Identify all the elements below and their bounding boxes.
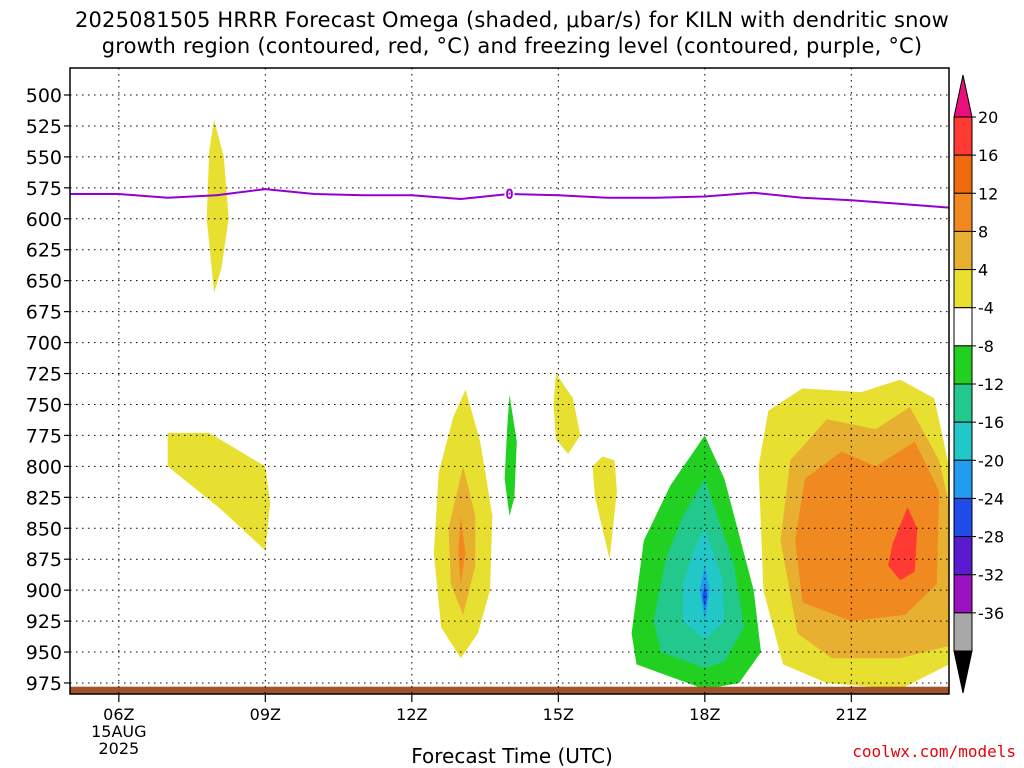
colorbar-top-arrow [953, 74, 973, 118]
colorbar-label: -4 [978, 299, 994, 318]
omega-region-1 [167, 432, 271, 551]
y-tick-label: 800 [26, 456, 62, 478]
colorbar-swatch [953, 383, 973, 423]
colorbar-swatch [953, 345, 973, 385]
x-tick-label: 18Z [689, 705, 720, 724]
ground-strip [70, 686, 949, 694]
y-tick-label: 875 [26, 549, 62, 571]
y-tick-label: 625 [26, 240, 62, 262]
colorbar-swatch [953, 154, 973, 194]
colorbar-swatch [953, 536, 973, 576]
omega-region-4 [458, 515, 466, 584]
omega-region-5 [504, 394, 517, 516]
colorbar-label: 20 [978, 108, 998, 127]
colorbar: 20 16 12 8 4 -4 -8 -12 -16 -20 -24 -28 -32 -36 [953, 74, 1004, 694]
colorbar-label: -12 [978, 375, 1004, 394]
grid-lines [70, 68, 949, 694]
colorbar-swatch [953, 497, 973, 538]
y-tick-label: 700 [26, 333, 62, 355]
x-tick-label: 06Z [103, 705, 134, 724]
colorbar-swatch [953, 192, 973, 232]
freezing-level: 0 [70, 187, 950, 209]
colorbar-swatch [953, 421, 973, 461]
colorbar-swatch [953, 574, 973, 614]
colorbar-label: 8 [978, 222, 988, 241]
credit-text: coolwx.com/models [852, 742, 1016, 761]
y-tick-label: 725 [26, 364, 62, 386]
plot-frame [69, 67, 950, 695]
colorbar-label: 4 [978, 261, 988, 280]
y-tick-label: 850 [26, 518, 62, 540]
colorbar-swatch [953, 116, 973, 156]
x-date-label: 2025 [98, 739, 139, 758]
colorbar-label: 12 [978, 184, 998, 203]
colorbar-swatch [953, 230, 973, 271]
colorbar-label: -20 [978, 451, 1004, 470]
omega-region-16 [888, 507, 918, 581]
y-tick-label: 900 [26, 580, 62, 602]
colorbar-label: -32 [978, 566, 1004, 585]
y-tick-label: 500 [26, 85, 62, 107]
y-tick-label: 600 [26, 209, 62, 231]
colorbar-bottom-arrow [953, 650, 973, 694]
x-tick-label: 12Z [396, 705, 427, 724]
colorbar-swatch [953, 612, 973, 652]
chart-title-line-2: growth region (contoured, red, °C) and f… [101, 34, 923, 58]
colorbar-label: -24 [978, 489, 1004, 508]
colorbar-label: -8 [978, 337, 994, 356]
y-tick-label: 575 [26, 178, 62, 200]
y-tick-label: 825 [26, 487, 62, 509]
colorbar-swatch [953, 459, 973, 499]
x-axis-title: Forecast Time (UTC) [411, 744, 613, 768]
ground-surface [70, 686, 949, 694]
omega-shading [167, 119, 949, 690]
y-tick-label: 950 [26, 642, 62, 664]
x-date-label: 15AUG [91, 722, 146, 741]
y-tick-label: 675 [26, 302, 62, 324]
colorbar-swatch [953, 269, 973, 309]
omega-region-7 [592, 456, 617, 560]
y-tick-label: 650 [26, 271, 62, 293]
y-tick-label: 525 [26, 116, 62, 138]
omega-region-0 [206, 119, 229, 294]
y-tick-label: 550 [26, 147, 62, 169]
colorbar-swatch [953, 307, 973, 347]
chart-title-line-1: 2025081505 HRRR Forecast Omega (shaded, … [74, 8, 950, 32]
freezing-level-label: 0 [505, 187, 513, 203]
y-axis: 500 525 550 575 600 625 650 675 700 725 750 775 800 8… [26, 85, 70, 695]
colorbar-label: -36 [978, 604, 1004, 623]
colorbar-label: -16 [978, 413, 1004, 432]
x-tick-label: 15Z [543, 705, 574, 724]
y-tick-label: 750 [26, 394, 62, 416]
x-tick-label: 09Z [250, 705, 281, 724]
colorbar-label: 16 [978, 146, 998, 165]
y-tick-label: 925 [26, 611, 62, 633]
omega-region-6 [553, 373, 581, 454]
colorbar-label: -28 [978, 528, 1004, 547]
freezing-label-bg [504, 187, 515, 202]
y-tick-label: 975 [26, 673, 62, 695]
y-tick-label: 775 [26, 425, 62, 447]
x-tick-label: 21Z [836, 705, 867, 724]
